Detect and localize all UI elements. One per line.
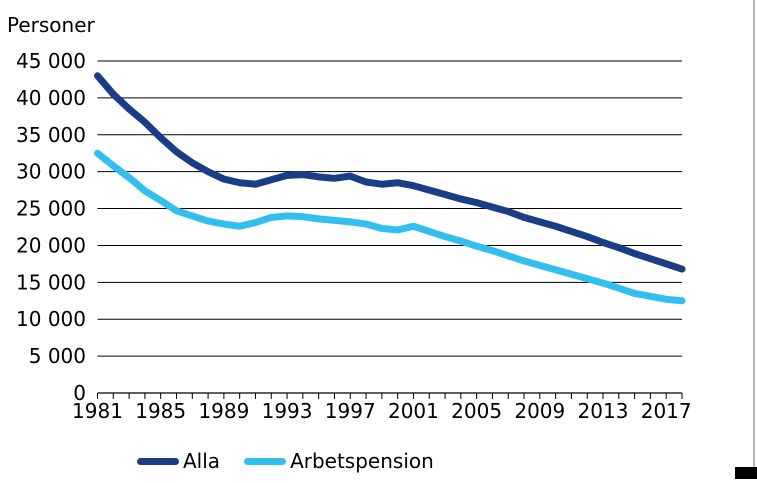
x-tick-label: 2017 [641,399,692,423]
legend-label-arbetspension: Arbetspension [290,449,434,473]
chart-legend: Alla Arbetspension [137,449,458,473]
legend-swatch-alla [137,457,179,465]
y-tick-label: 35 000 [16,123,86,147]
x-tick-label: 1985 [135,399,186,423]
legend-label-alla: Alla [183,449,221,473]
y-tick-label: 10 000 [16,307,86,331]
y-tick-label: 25 000 [16,197,86,221]
x-tick-label: 1993 [262,399,313,423]
x-tick-label: 1997 [325,399,376,423]
window-right-border [753,0,755,479]
series-line-arbetspension [94,149,686,305]
legend-swatch-arbetspension [244,457,287,465]
y-tick-label: 5 000 [29,344,86,368]
x-tick-label: 2013 [578,399,629,423]
screen-corner-artifact [735,467,757,479]
series-line-alla [94,72,686,273]
x-tick-label: 1981 [72,399,123,423]
y-tick-label: 15 000 [16,270,86,294]
y-tick-label: 30 000 [16,160,86,184]
x-tick-label: 2001 [388,399,439,423]
y-axis-title: Personer [7,13,95,37]
y-tick-label: 45 000 [16,49,86,73]
legend-item-arbetspension: Arbetspension [244,449,434,473]
y-tick-label: 20 000 [16,233,86,257]
legend-item-alla: Alla [137,449,220,473]
x-tick-label: 2009 [514,399,565,423]
x-tick-label: 1989 [198,399,249,423]
y-tick-label: 0 [73,381,86,405]
y-tick-label: 40 000 [16,86,86,110]
x-tick-label: 2005 [451,399,502,423]
